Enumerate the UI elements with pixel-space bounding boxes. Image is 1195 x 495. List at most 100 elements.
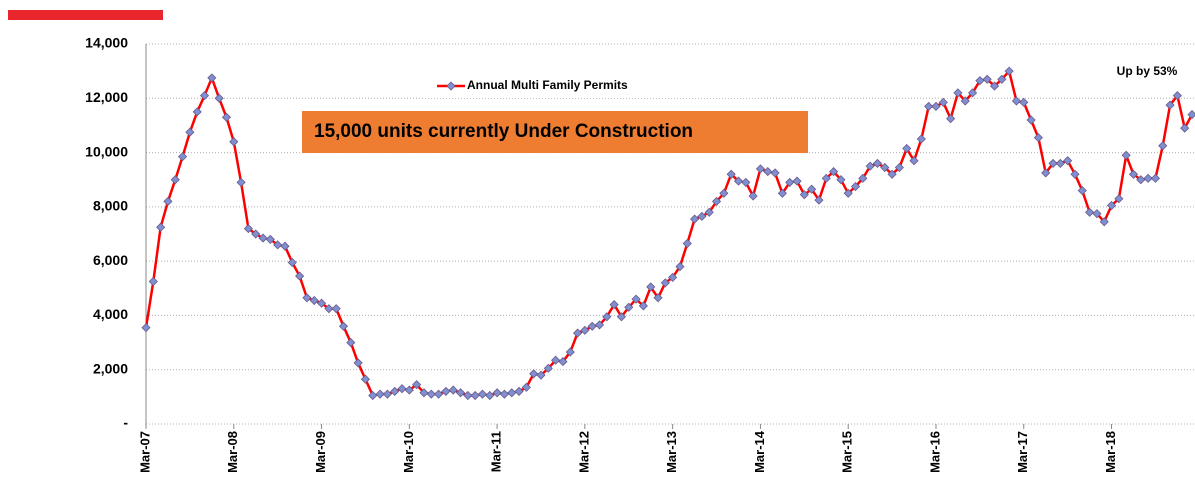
marker <box>229 137 239 147</box>
marker <box>243 224 253 234</box>
marker <box>514 386 524 396</box>
marker <box>324 304 334 314</box>
marker <box>646 282 656 292</box>
marker <box>865 161 875 171</box>
annotation-box <box>302 111 808 153</box>
y-tick-label: 2,000 <box>93 360 128 376</box>
marker <box>843 188 853 198</box>
marker <box>280 241 290 251</box>
marker <box>448 385 458 395</box>
marker <box>719 188 729 198</box>
marker <box>287 257 297 268</box>
marker <box>946 114 956 124</box>
marker <box>316 298 327 308</box>
marker <box>668 272 678 282</box>
marker <box>726 169 736 179</box>
marker <box>682 238 692 249</box>
marker <box>338 321 349 331</box>
marker <box>580 325 590 335</box>
annotation: Up by 53% <box>1117 64 1178 78</box>
marker <box>397 384 407 394</box>
marker <box>814 195 824 205</box>
marker <box>1158 141 1168 151</box>
marker <box>924 101 934 111</box>
marker <box>587 321 597 331</box>
y-tick-label: 12,000 <box>85 89 128 105</box>
marker <box>441 386 451 396</box>
marker <box>529 369 539 379</box>
x-tick-label: Mar-17 <box>1015 431 1030 473</box>
marker <box>221 112 232 122</box>
marker <box>807 184 817 194</box>
marker <box>521 382 531 392</box>
marker <box>170 175 180 185</box>
marker <box>368 390 378 401</box>
marker <box>446 81 456 91</box>
marker <box>236 177 246 187</box>
marker <box>938 97 948 107</box>
marker <box>1026 115 1036 125</box>
marker <box>1055 158 1065 168</box>
marker <box>148 276 158 287</box>
x-tick-label: Mar-09 <box>313 431 328 473</box>
marker <box>551 355 561 365</box>
marker <box>697 211 707 221</box>
marker <box>675 262 685 272</box>
marker <box>1114 194 1124 204</box>
marker <box>470 390 480 401</box>
marker <box>477 389 488 399</box>
marker <box>770 168 780 178</box>
legend-label: Annual Multi Family Permits <box>467 78 628 92</box>
marker <box>558 357 568 367</box>
marker <box>880 162 890 173</box>
marker <box>1165 100 1175 110</box>
marker <box>850 181 861 192</box>
marker <box>829 167 839 177</box>
x-tick-label: Mar-08 <box>225 431 240 473</box>
x-tick-label: Mar-16 <box>927 431 942 473</box>
marker <box>178 152 188 162</box>
marker <box>192 107 202 117</box>
brand-bar <box>8 10 163 20</box>
marker <box>594 320 605 330</box>
x-tick-label: Mar-13 <box>664 431 679 473</box>
marker <box>777 188 787 198</box>
marker <box>331 304 341 314</box>
marker <box>565 347 575 357</box>
marker <box>543 363 553 373</box>
marker <box>858 173 868 183</box>
marker <box>507 388 517 398</box>
marker <box>295 271 305 281</box>
marker <box>375 389 385 399</box>
marker <box>799 190 809 200</box>
marker <box>902 143 912 154</box>
marker <box>616 312 627 322</box>
marker <box>704 207 714 217</box>
x-tick-label: Mar-18 <box>1103 431 1118 473</box>
x-tick-label: Mar-15 <box>840 431 855 473</box>
marker <box>536 370 546 380</box>
marker <box>909 156 919 166</box>
annotation: 15,000 units currently Under Constructio… <box>314 121 693 142</box>
x-tick-label: Mar-07 <box>137 431 152 473</box>
marker <box>302 293 312 303</box>
marker <box>390 386 400 396</box>
marker <box>1077 186 1087 196</box>
marker <box>346 338 356 348</box>
marker <box>382 389 392 399</box>
marker <box>1004 66 1014 76</box>
marker <box>660 278 670 288</box>
y-tick-label: 4,000 <box>93 306 128 322</box>
marker <box>309 295 319 306</box>
marker <box>602 312 612 322</box>
marker <box>982 74 992 84</box>
marker <box>1106 200 1117 211</box>
marker <box>1041 168 1051 178</box>
marker <box>1150 173 1160 183</box>
marker <box>1099 217 1109 227</box>
marker <box>1048 158 1058 168</box>
y-tick-label: 10,000 <box>85 143 128 159</box>
marker <box>690 214 700 224</box>
marker <box>492 388 502 398</box>
